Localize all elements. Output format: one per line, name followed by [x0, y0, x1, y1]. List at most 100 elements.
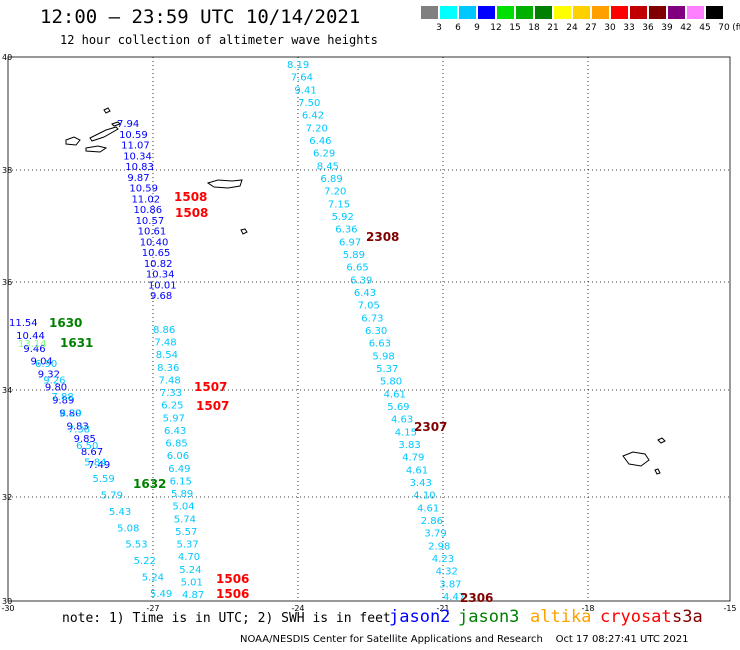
- wave-height-value: 8.36: [157, 363, 179, 374]
- wave-height-value: 4.61: [406, 465, 428, 476]
- wave-height-value: 10.83: [125, 162, 154, 173]
- color-swatch: [592, 6, 609, 19]
- longitude-label: -15: [723, 604, 736, 613]
- wave-height-value: 7.94: [117, 119, 139, 130]
- wave-height-value: 5.69: [387, 402, 409, 413]
- wave-height-value: 7.64: [291, 73, 313, 84]
- wave-height-value: 6.36: [335, 225, 357, 236]
- wave-height-value: 5.59: [93, 474, 115, 485]
- color-swatch: [440, 6, 457, 19]
- wave-height-value: 7.15: [328, 199, 350, 210]
- latitude-label: 40: [2, 53, 12, 62]
- wave-height-value: 10.34: [123, 151, 152, 162]
- wave-height-value: 9.80: [59, 408, 81, 419]
- color-scale-tick: 33: [623, 23, 635, 33]
- wave-height-value: 5.37: [176, 540, 198, 551]
- color-swatch: [687, 6, 704, 19]
- wave-height-value: 9.32: [38, 370, 60, 381]
- wave-height-value: 6.39: [350, 275, 372, 286]
- wave-height-value: 10.59: [119, 130, 148, 141]
- wave-height-value: 4.63: [391, 415, 413, 426]
- wave-height-value: 3.87: [439, 579, 461, 590]
- wave-height-value: 4.70: [178, 552, 200, 563]
- color-scale-tick: 3: [436, 23, 442, 33]
- wave-height-value: 6.73: [361, 313, 383, 324]
- footnote: note: 1) Time is in UTC; 2) SWH is in fe…: [62, 611, 391, 626]
- wave-height-value: 11.07: [121, 141, 150, 152]
- color-swatch: [649, 6, 666, 19]
- wave-height-value: 5.53: [125, 540, 147, 551]
- pass-time-label: 2307: [414, 420, 447, 434]
- color-scale-tick: 9: [474, 23, 480, 33]
- wave-height-value: 6.90: [35, 359, 57, 370]
- azores-islands: [65, 107, 666, 475]
- color-swatch: [611, 6, 628, 19]
- wave-height-value: 5.97: [163, 413, 185, 424]
- map-frame: [7, 56, 731, 602]
- pass-time-label: 1507: [194, 380, 227, 394]
- color-scale-tick: 70: [718, 23, 730, 33]
- color-swatch: [668, 6, 685, 19]
- pass-time-label: 1508: [174, 190, 207, 204]
- wave-height-value: 5.57: [175, 527, 197, 538]
- wave-height-value: 11.02: [131, 194, 160, 205]
- legend-item-jason2: jason2: [389, 607, 451, 627]
- wave-height-value: 9.89: [52, 395, 74, 406]
- island-desertas: [654, 468, 661, 475]
- longitude-label: -21: [436, 604, 449, 613]
- wave-height-value: 7.48: [154, 338, 176, 349]
- wave-height-value: 6.25: [161, 401, 183, 412]
- wave-height-value: 4.15: [395, 427, 417, 438]
- wave-height-value: 10.86: [134, 205, 163, 216]
- wave-height-value: 10.59: [129, 184, 158, 195]
- color-swatch: [573, 6, 590, 19]
- wave-height-value: 6.15: [170, 476, 192, 487]
- wave-height-value: 6.42: [302, 111, 324, 122]
- wave-height-value: 6.49: [168, 464, 190, 475]
- color-swatch: [630, 6, 647, 19]
- color-scale-tick: 27: [585, 23, 597, 33]
- latitude-label: 36: [2, 278, 12, 287]
- wave-height-value: 10.44: [16, 331, 45, 342]
- color-swatch: [497, 6, 514, 19]
- wave-height-value: 9.68: [150, 291, 172, 302]
- lat-lon-grid: [8, 57, 730, 601]
- wave-height-value: 6.89: [320, 174, 342, 185]
- page-title: 12:00 – 23:59 UTC 10/14/2021: [40, 6, 361, 28]
- wave-height-value: 3.83: [398, 440, 420, 451]
- wave-height-value: 5.49: [150, 589, 172, 600]
- wave-height-value: 6.43: [354, 288, 376, 299]
- color-scale-tick: 42: [680, 23, 692, 33]
- color-swatch: [554, 6, 571, 19]
- wave-height-value: 6.06: [167, 451, 189, 462]
- pass-time-label: 1632: [133, 477, 166, 491]
- wave-height-value: 5.79: [101, 490, 123, 501]
- latitude-label: 30: [2, 597, 12, 606]
- color-scale-tick: 39: [661, 23, 673, 33]
- wave-height-value: 5.01: [181, 577, 203, 588]
- legend-item-altika: altika: [530, 607, 592, 627]
- color-scale-tick: 12: [490, 23, 502, 33]
- wave-height-value: 3.79: [424, 529, 446, 540]
- wave-height-value: 9.87: [127, 173, 149, 184]
- color-swatch: [478, 6, 495, 19]
- wave-height-value: 5.98: [372, 351, 394, 362]
- color-swatch: [516, 6, 533, 19]
- longitude-label: -27: [146, 604, 159, 613]
- island-graciosa: [111, 121, 121, 127]
- axis-labels: 40 38 36 34 32 30-30 -27 -24 -21 -18 -15: [1, 53, 736, 613]
- latitude-label: 34: [2, 386, 12, 395]
- page-subtitle: 12 hour collection of altimeter wave hei…: [60, 33, 378, 47]
- pass-time-label: 1508: [175, 206, 208, 220]
- wave-height-value: 5.92: [332, 212, 354, 223]
- wave-height-value: 6.85: [165, 439, 187, 450]
- wave-height-value: 7.33: [160, 388, 182, 399]
- wave-height-value: 7.20: [306, 123, 328, 134]
- wave-height-value: 9.85: [74, 434, 96, 445]
- color-swatch: [421, 6, 438, 19]
- wave-height-value: 7.50: [298, 98, 320, 109]
- wave-height-value: 6.29: [60, 408, 82, 419]
- wave-height-value: 6.63: [369, 339, 391, 350]
- color-swatch: [535, 6, 552, 19]
